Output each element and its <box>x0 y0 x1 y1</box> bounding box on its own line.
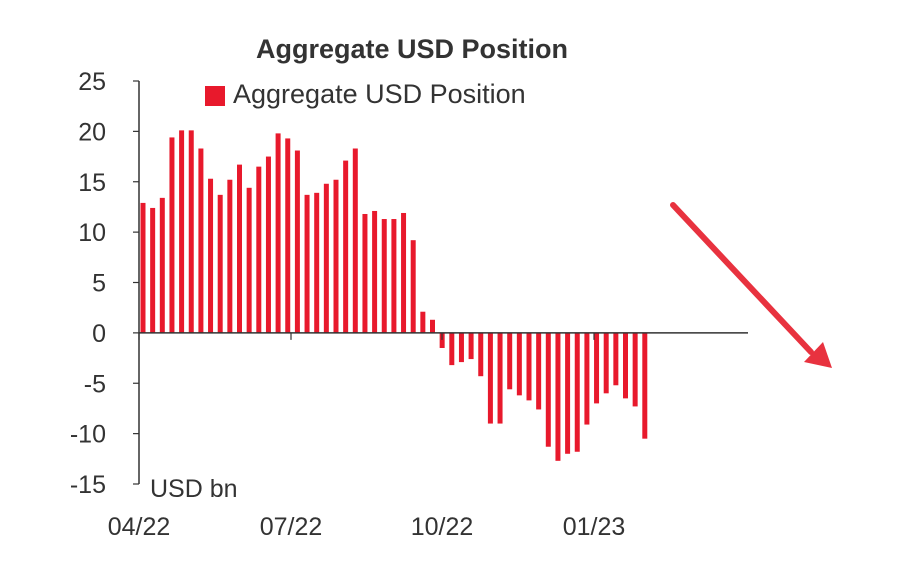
bar <box>352 148 358 333</box>
bar <box>362 213 368 333</box>
x-axis-ticks: 04/22 07/22 10/22 01/23 <box>108 332 626 541</box>
bar <box>642 332 648 439</box>
bar <box>623 332 628 399</box>
bar <box>439 332 445 348</box>
bar <box>594 332 600 404</box>
bar <box>449 332 455 366</box>
bar <box>188 130 194 333</box>
bar <box>159 197 165 333</box>
bar <box>478 332 484 377</box>
y-tick-label: 15 <box>78 169 106 197</box>
bar <box>536 332 542 410</box>
bar <box>265 156 271 333</box>
arrow-head <box>804 342 832 368</box>
chart-title: Aggregate USD Position <box>256 34 568 64</box>
bar <box>613 332 619 386</box>
y-tick-label: 10 <box>78 219 106 247</box>
bar <box>256 166 262 333</box>
bar <box>372 210 378 333</box>
bar <box>314 192 320 333</box>
y-tick-label: 25 <box>78 68 106 96</box>
bar <box>179 130 185 333</box>
bar <box>381 219 387 333</box>
bar <box>516 332 522 396</box>
bar <box>294 150 300 333</box>
bar <box>246 187 252 333</box>
bar <box>545 332 551 447</box>
trend-arrow-annotation <box>670 202 832 368</box>
bar <box>208 178 214 333</box>
bar <box>323 183 329 333</box>
y-tick-label: -5 <box>84 370 106 398</box>
bar <box>410 240 416 333</box>
bar <box>285 138 291 333</box>
y-tick-label: -10 <box>70 421 106 449</box>
y-tick-label: 20 <box>78 118 106 146</box>
bar <box>401 212 407 333</box>
bar <box>430 319 435 333</box>
bar <box>150 207 156 333</box>
x-tick-label: 01/23 <box>563 513 626 541</box>
y-tick-label: -15 <box>70 471 106 499</box>
bar <box>574 332 580 452</box>
bar <box>275 133 281 333</box>
legend: Aggregate USD Position <box>205 79 526 109</box>
bar-series <box>140 130 648 461</box>
bar <box>458 332 464 363</box>
bar <box>555 332 561 461</box>
x-tick-label: 04/22 <box>108 513 171 541</box>
bar <box>217 194 223 333</box>
bar <box>420 311 426 333</box>
bar <box>198 148 204 333</box>
bar <box>391 219 397 333</box>
bar <box>487 332 493 424</box>
y-axis-ticks: 25 20 15 10 5 0 -5 -10 -15 <box>70 68 139 499</box>
bar <box>343 160 349 333</box>
y-tick-label: 0 <box>92 320 106 348</box>
bar <box>507 332 513 390</box>
bar <box>584 332 590 425</box>
legend-label: Aggregate USD Position <box>233 79 526 109</box>
bar <box>497 332 503 424</box>
bar <box>333 179 339 333</box>
bar <box>468 332 474 360</box>
bar <box>169 137 175 333</box>
bar <box>237 164 242 333</box>
bar <box>140 202 146 333</box>
bar <box>565 332 571 454</box>
bar <box>526 332 532 401</box>
x-tick-label: 10/22 <box>411 513 474 541</box>
y-tick-label: 5 <box>92 270 106 298</box>
bar <box>227 179 233 333</box>
y-unit-label: USD bn <box>150 475 238 503</box>
bar <box>632 332 638 407</box>
x-tick-label: 07/22 <box>260 513 323 541</box>
legend-swatch <box>205 86 225 106</box>
bar <box>304 194 310 333</box>
bar <box>603 332 609 394</box>
arrow-shaft <box>670 202 814 355</box>
